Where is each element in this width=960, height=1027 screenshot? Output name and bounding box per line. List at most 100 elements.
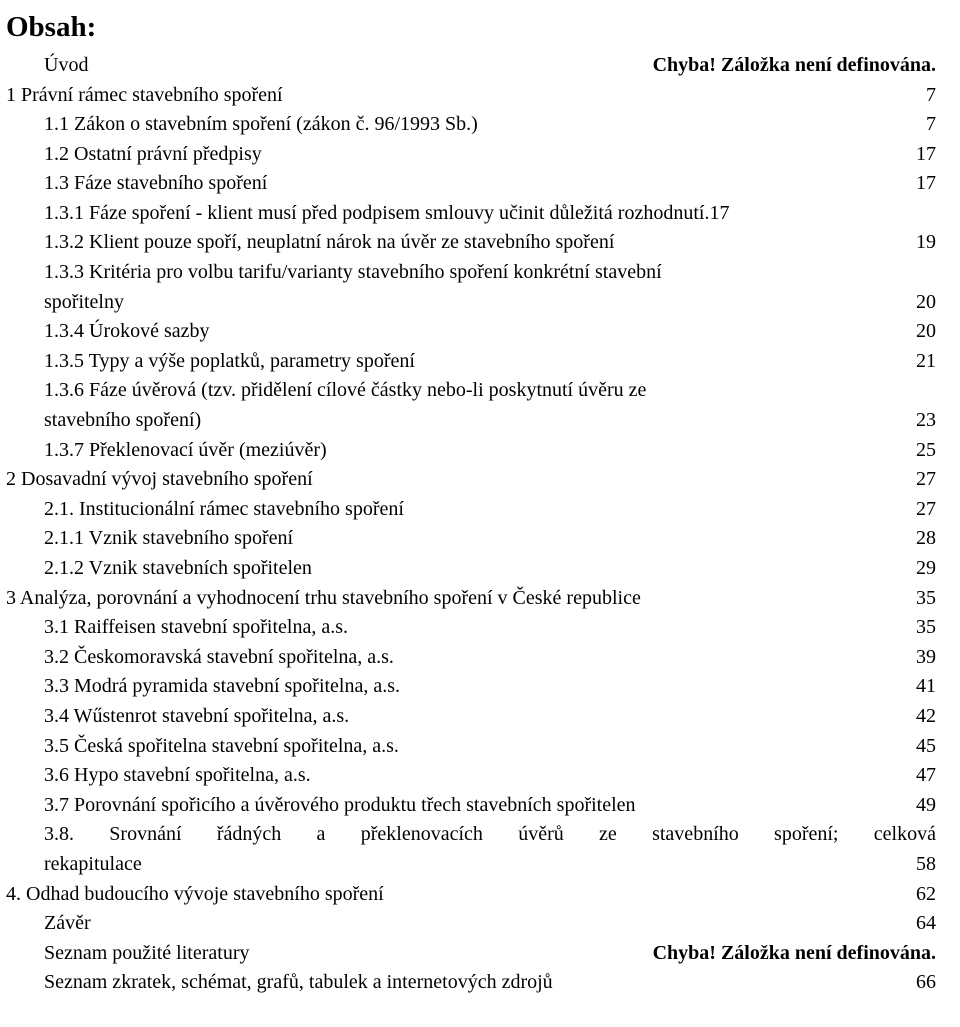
toc-entry-label: 2 Dosavadní vývoj stavebního spoření — [6, 465, 313, 495]
toc-entry: 3.3 Modrá pyramida stavební spořitelna, … — [6, 672, 936, 702]
toc-entry-page: 29 — [916, 554, 936, 584]
toc-entry-page: 28 — [916, 524, 936, 554]
toc-entry: 3.8.Srovnánířádnýchapřeklenovacíchúvěrůz… — [6, 820, 936, 850]
toc-entry: Závěr 64 — [6, 909, 936, 939]
toc-entry: Seznam zkratek, schémat, grafů, tabulek … — [6, 968, 936, 998]
toc-entry: 1.2 Ostatní právní předpisy 17 — [6, 140, 936, 170]
toc-entry-page: 20 — [916, 288, 936, 318]
toc-entry-label: 1.3.5 Typy a výše poplatků, parametry sp… — [44, 347, 415, 377]
toc-entry-label: Závěr — [44, 909, 91, 939]
toc-entry-label: 1.3.6 Fáze úvěrová (tzv. přidělení cílov… — [44, 376, 646, 406]
toc-entry: 1.3 Fáze stavebního spoření 17 — [6, 169, 936, 199]
toc-entry-label: 2.1.1 Vznik stavebního spoření — [44, 524, 293, 554]
toc-entry-label: 1.3 Fáze stavebního spoření — [44, 169, 267, 199]
toc-entry-label: 1 Právní rámec stavebního spoření — [6, 81, 283, 111]
toc-entry-page: 27 — [916, 465, 936, 495]
toc-entry-label: 1.3.7 Překlenovací úvěr (meziúvěr) — [44, 436, 327, 466]
toc-entry-cont: spořitelny 20 — [6, 288, 936, 318]
toc-entry-error: Chyba! Záložka není definována. — [653, 939, 936, 969]
toc-entry-label: 3.3 Modrá pyramida stavební spořitelna, … — [44, 672, 400, 702]
toc-entry-word: stavebního — [652, 820, 739, 850]
toc-entry: 2.1.1 Vznik stavebního spoření 28 — [6, 524, 936, 554]
toc-entry: 1.3.2 Klient pouze spoří, neuplatní náro… — [6, 228, 936, 258]
toc-entry-page: 66 — [916, 968, 936, 998]
toc-entry: 1.3.6 Fáze úvěrová (tzv. přidělení cílov… — [6, 376, 936, 406]
toc-entry: 1.3.5 Typy a výše poplatků, parametry sp… — [6, 347, 936, 377]
toc-entry-label: 3.1 Raiffeisen stavební spořitelna, a.s. — [44, 613, 348, 643]
toc-entry: Seznam použité literatury Chyba! Záložka… — [6, 939, 936, 969]
toc-entry-page: 25 — [916, 436, 936, 466]
toc-entry-page: 23 — [916, 406, 936, 436]
toc-entry: 3.1 Raiffeisen stavební spořitelna, a.s.… — [6, 613, 936, 643]
toc-entry-page: 19 — [916, 228, 936, 258]
toc-entry-page: 42 — [916, 702, 936, 732]
toc-entry-page: 17 — [916, 140, 936, 170]
toc-heading: Obsah: — [6, 6, 936, 49]
toc-entry-word: Srovnání — [109, 820, 181, 850]
toc-entry-page: 35 — [916, 613, 936, 643]
toc-entry-label: 1.2 Ostatní právní předpisy — [44, 140, 262, 170]
toc-entry-label: 2.1.2 Vznik stavebních spořitelen — [44, 554, 312, 584]
toc-entry-label: 3.7 Porovnání spořicího a úvěrového prod… — [44, 791, 636, 821]
toc-entry-cont-label: spořitelny — [44, 288, 124, 318]
toc-entry-label: 1.3.1 Fáze spoření - klient musí před po… — [44, 199, 729, 229]
toc-entry-label: 3.6 Hypo stavební spořitelna, a.s. — [44, 761, 311, 791]
toc-entry-word: celková — [874, 820, 936, 850]
toc-entry-label: 1.1 Zákon o stavebním spoření (zákon č. … — [44, 110, 478, 140]
toc-entry-label: Seznam použité literatury — [44, 939, 249, 969]
toc-entry-page: 27 — [916, 495, 936, 525]
toc-entry-page: 58 — [916, 850, 936, 880]
toc-entry-label: 1.3.3 Kritéria pro volbu tarifu/varianty… — [44, 258, 662, 288]
toc-entry-word: řádných — [217, 820, 281, 850]
toc-entry: 2.1.2 Vznik stavebních spořitelen 29 — [6, 554, 936, 584]
toc-entry-cont: stavebního spoření) 23 — [6, 406, 936, 436]
toc-entry-label: 4. Odhad budoucího vývoje stavebního spo… — [6, 880, 384, 910]
toc-entry-word: ze — [599, 820, 617, 850]
toc-entry-label: 3.5 Česká spořitelna stavební spořitelna… — [44, 732, 399, 762]
toc-entry-page: 7 — [926, 110, 936, 140]
toc-entry-label: Úvod — [44, 51, 88, 81]
toc-entry-page: 20 — [916, 317, 936, 347]
toc-entry-label: Seznam zkratek, schémat, grafů, tabulek … — [44, 968, 553, 998]
toc-entry-cont: rekapitulace 58 — [6, 850, 936, 880]
toc-entry-error: Chyba! Záložka není definována. — [653, 51, 936, 81]
toc-entry: 2 Dosavadní vývoj stavebního spoření 27 — [6, 465, 936, 495]
toc-entry: 1.1 Zákon o stavebním spoření (zákon č. … — [6, 110, 936, 140]
toc-entry-word: překlenovacích — [361, 820, 483, 850]
toc-entry: 3.2 Českomoravská stavební spořitelna, a… — [6, 643, 936, 673]
toc-entry: 3.5 Česká spořitelna stavební spořitelna… — [6, 732, 936, 762]
toc-entry-label: 3 Analýza, porovnání a vyhodnocení trhu … — [6, 584, 641, 614]
toc-entry-word: úvěrů — [518, 820, 564, 850]
toc-entry: 1.3.4 Úrokové sazby 20 — [6, 317, 936, 347]
toc-entry: 3 Analýza, porovnání a vyhodnocení trhu … — [6, 584, 936, 614]
toc-entry-cont-label: stavebního spoření) — [44, 406, 201, 436]
toc-entry: 1.3.3 Kritéria pro volbu tarifu/varianty… — [6, 258, 936, 288]
toc-entry: 1 Právní rámec stavebního spoření 7 — [6, 81, 936, 111]
toc-entry-word: spoření; — [774, 820, 838, 850]
toc-entry-label: 1.3.2 Klient pouze spoří, neuplatní náro… — [44, 228, 614, 258]
toc-entry-label: 1.3.4 Úrokové sazby — [44, 317, 210, 347]
toc-entry-page: 17 — [916, 169, 936, 199]
toc-entry-page: 41 — [916, 672, 936, 702]
toc-entry: 2.1. Institucionální rámec stavebního sp… — [6, 495, 936, 525]
toc-entry-page: 62 — [916, 880, 936, 910]
toc-entry-label: 2.1. Institucionální rámec stavebního sp… — [44, 495, 404, 525]
toc-entry-cont-label: rekapitulace — [44, 850, 142, 880]
toc-entry: Úvod Chyba! Záložka není definována. — [6, 51, 936, 81]
toc-entry: 3.7 Porovnání spořicího a úvěrového prod… — [6, 791, 936, 821]
toc-entry: 4. Odhad budoucího vývoje stavebního spo… — [6, 880, 936, 910]
toc-heading-text: Obsah: — [6, 11, 96, 43]
toc-entry-page: 45 — [916, 732, 936, 762]
toc-entry: 1.3.1 Fáze spoření - klient musí před po… — [6, 199, 936, 229]
toc-entry-label: 3.4 Wűstenrot stavební spořitelna, a.s. — [44, 702, 349, 732]
toc-entry-page: 35 — [916, 584, 936, 614]
toc-entry-page: 47 — [916, 761, 936, 791]
toc-entry-word: a — [317, 820, 326, 850]
toc-entry-page: 64 — [916, 909, 936, 939]
toc-entry: 1.3.7 Překlenovací úvěr (meziúvěr) 25 — [6, 436, 936, 466]
toc-entry-page: 39 — [916, 643, 936, 673]
toc-entry-label: 3.2 Českomoravská stavební spořitelna, a… — [44, 643, 394, 673]
toc-entry-page: 49 — [916, 791, 936, 821]
toc-entry-page: 7 — [926, 81, 936, 111]
toc-entry-page: 21 — [916, 347, 936, 377]
